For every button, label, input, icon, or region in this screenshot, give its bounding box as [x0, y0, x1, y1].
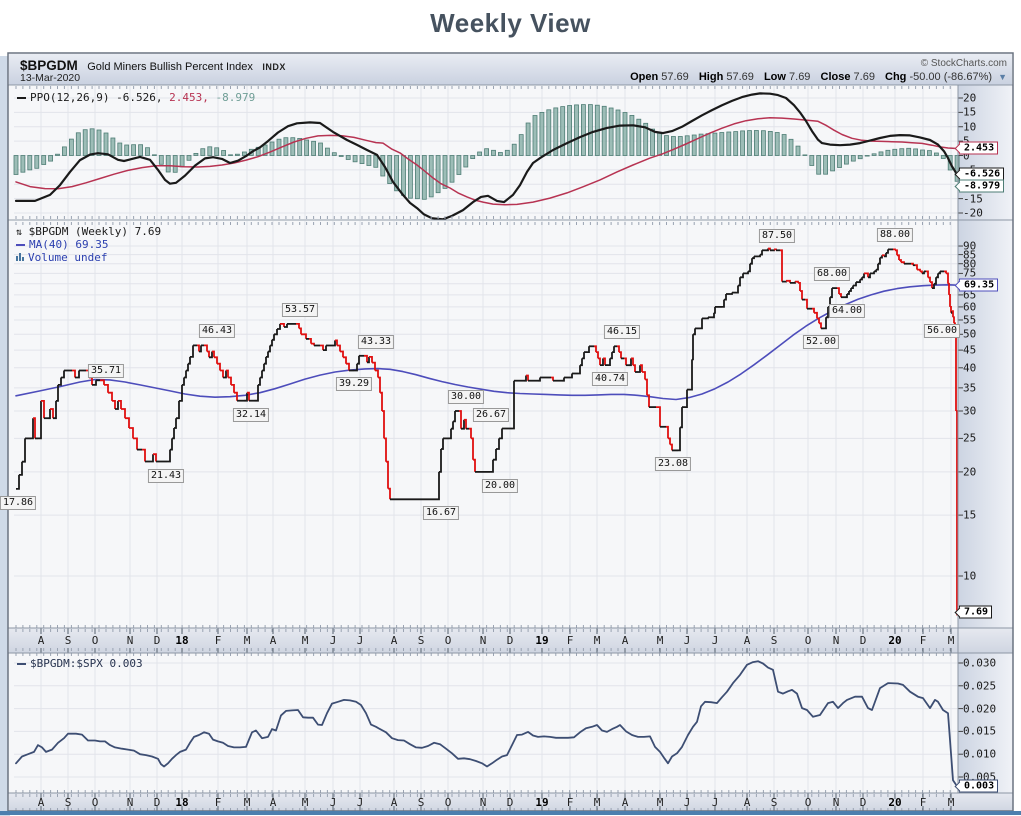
page-title: Weekly View	[430, 8, 591, 38]
